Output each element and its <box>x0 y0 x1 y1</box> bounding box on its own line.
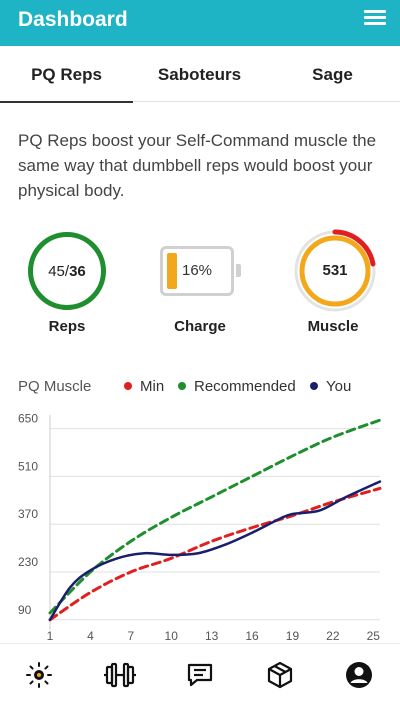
legend-item-recommended: Recommended <box>178 378 296 395</box>
muscle-label: Muscle <box>307 318 359 335</box>
reps-ring: 45/36 <box>28 232 106 310</box>
app-bar: Dashboard <box>0 0 400 46</box>
x-tick-label-3: 10 <box>165 629 179 643</box>
charge-label: Charge <box>174 318 226 335</box>
tab-sage[interactable]: Sage <box>312 65 353 84</box>
y-tick-label-3: 510 <box>18 459 38 473</box>
tab-bar: PQ Reps Saboteurs Sage <box>0 46 400 103</box>
series-line-recommended <box>48 418 382 615</box>
y-tick-label-1: 230 <box>18 555 38 569</box>
bottom-nav <box>0 643 400 705</box>
dumbbell-icon[interactable] <box>103 658 137 692</box>
tab-pq-reps[interactable]: PQ Reps <box>0 46 133 103</box>
y-tick-label-4: 650 <box>18 412 38 426</box>
legend-item-min: Min <box>124 378 164 395</box>
chat-icon[interactable] <box>183 658 217 692</box>
intro-text: PQ Reps boost your Self-Command muscle t… <box>18 131 377 200</box>
tab-saboteurs[interactable]: Saboteurs <box>157 65 242 84</box>
hamburger-menu-icon[interactable] <box>364 10 386 30</box>
x-tick-label-2: 7 <box>127 629 134 643</box>
chart-legend-title: PQ Muscle <box>18 378 92 395</box>
x-tick-label-0: 1 <box>47 629 54 643</box>
page-title: Dashboard <box>18 8 128 31</box>
legend-label-min: Min <box>140 378 165 395</box>
profile-icon[interactable] <box>342 658 376 692</box>
sun-icon[interactable] <box>22 658 56 692</box>
x-tick-label-4: 13 <box>205 629 219 643</box>
x-tick-label-7: 22 <box>326 629 340 643</box>
battery-fill <box>167 253 177 289</box>
charge-percent: 16% <box>181 262 213 279</box>
reps-current: 45 <box>48 262 65 280</box>
battery-icon: 16% <box>160 246 234 296</box>
x-tick-label-8: 25 <box>367 629 381 643</box>
muscle-ring <box>294 229 376 312</box>
box-icon[interactable] <box>263 658 297 692</box>
battery-tip <box>236 264 241 277</box>
pq-muscle-chart: 90 230 370 510 650 1 4 7 10 13 16 19 22 25 <box>18 412 382 643</box>
reps-goal: 36 <box>69 262 86 280</box>
x-tick-label-6: 19 <box>286 629 300 643</box>
reps-separator: / <box>64 262 70 280</box>
legend-item-you: You <box>310 378 351 395</box>
series-line-min <box>48 486 382 622</box>
y-tick-label-0: 90 <box>18 603 32 617</box>
x-tick-label-1: 4 <box>87 629 94 643</box>
x-tick-label-5: 16 <box>245 629 259 643</box>
series-line-you <box>48 480 382 622</box>
reps-label: Reps <box>48 318 86 335</box>
y-tick-label-2: 370 <box>18 507 38 521</box>
legend-label-recommended: Recommended <box>194 378 296 395</box>
muscle-value: 531 <box>322 262 348 279</box>
legend-label-you: You <box>326 378 352 395</box>
